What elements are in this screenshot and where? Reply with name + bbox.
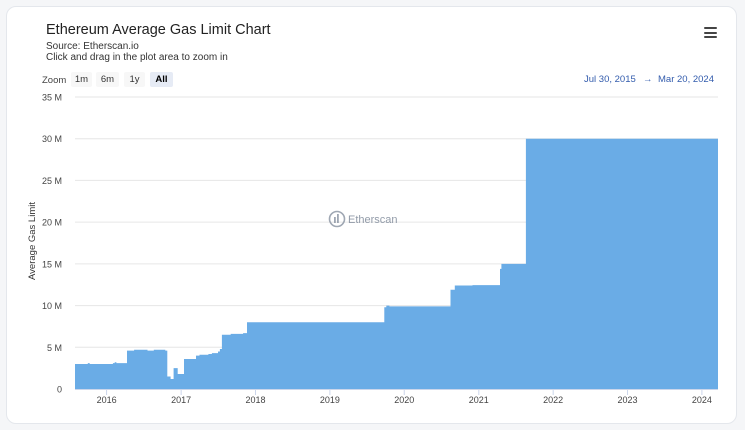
- range-button-6m[interactable]: 6m: [96, 72, 119, 87]
- y-tick-label: 0: [57, 385, 62, 395]
- range-button-1m[interactable]: 1m: [71, 72, 92, 87]
- etherscan-logo-bar: [337, 214, 339, 223]
- x-tick-label: 2020: [394, 395, 414, 405]
- y-tick-label: 15 M: [42, 259, 62, 269]
- x-tick-label: 2023: [618, 395, 638, 405]
- x-tick-label: 2019: [320, 395, 340, 405]
- range-arrow: →: [643, 74, 653, 85]
- y-tick-label: 35 M: [42, 93, 62, 103]
- x-tick-label: 2024: [692, 395, 712, 405]
- y-tick-label: 30 M: [42, 134, 62, 144]
- zoom-hint: Click and drag in the plot area to zoom …: [46, 52, 228, 63]
- y-tick-label: 20 M: [42, 218, 62, 228]
- y-tick-label: 10 M: [42, 301, 62, 311]
- gas-limit-area-series[interactable]: [75, 138, 718, 389]
- range-button-1y[interactable]: 1y: [124, 72, 145, 87]
- source-text: Source: Etherscan.io: [46, 41, 139, 52]
- y-tick-label: 25 M: [42, 176, 62, 186]
- y-axis-title: Average Gas Limit: [27, 202, 38, 280]
- zoom-label: Zoom: [42, 75, 67, 86]
- y-tick-label: 5 M: [47, 343, 62, 353]
- watermark-text: Etherscan: [348, 214, 398, 226]
- hamburger-menu-icon[interactable]: [704, 27, 717, 38]
- x-tick-label: 2016: [97, 395, 117, 405]
- range-from[interactable]: Jul 30, 2015: [584, 74, 636, 85]
- etherscan-logo-bar: [334, 217, 336, 223]
- x-tick-label: 2022: [543, 395, 563, 405]
- etherscan-logo-icon: [328, 210, 346, 228]
- x-tick-label: 2018: [245, 395, 265, 405]
- range-to[interactable]: Mar 20, 2024: [658, 74, 714, 85]
- x-tick-label: 2017: [171, 395, 191, 405]
- range-button-all[interactable]: All: [150, 72, 173, 87]
- chart-title: Ethereum Average Gas Limit Chart: [46, 22, 271, 38]
- x-tick-label: 2021: [469, 395, 489, 405]
